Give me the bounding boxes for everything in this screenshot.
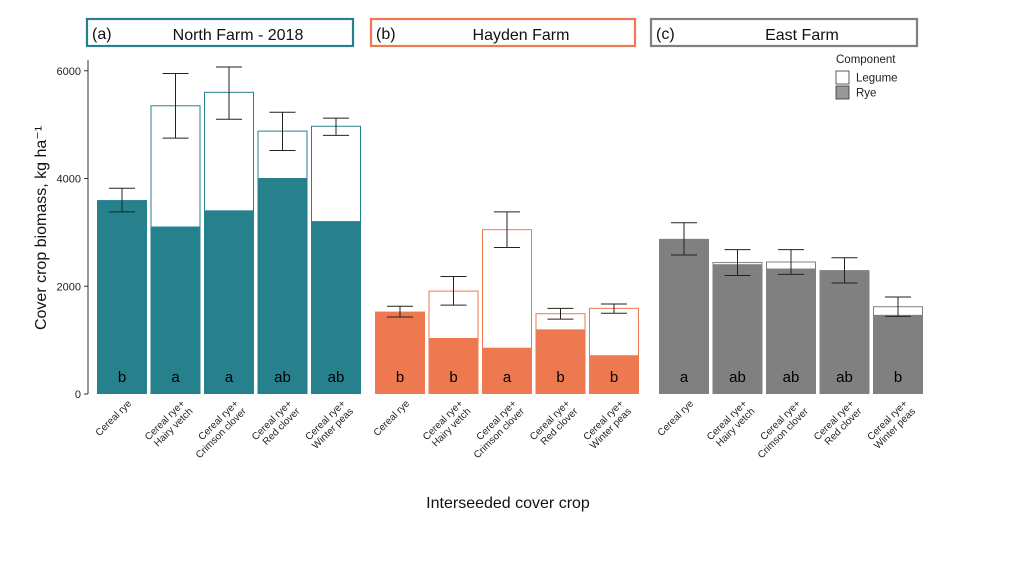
significance-letter: ab: [783, 369, 800, 386]
bar-groups: b a a ab ab b b a b b a ab ab ab b: [97, 66, 923, 394]
y-axis-title: Cover crop biomass, kg ha⁻¹: [33, 126, 50, 330]
category-label: Cereal rye+Hairy vetch: [143, 398, 195, 450]
bar-rye-segment: [819, 270, 870, 394]
legend: Component Legume Rye: [835, 54, 898, 100]
significance-letter: ab: [274, 369, 291, 386]
panel-tag: (a): [92, 26, 112, 43]
significance-letter: a: [171, 369, 180, 386]
legend-swatch-rye: [835, 85, 850, 100]
bar-rye-segment: [482, 348, 532, 394]
significance-letter: ab: [836, 369, 853, 386]
y-tick-label: 0: [75, 389, 81, 401]
bar-rye-segment: [659, 238, 709, 394]
bar-rye-segment: [873, 315, 923, 394]
bar-rye-segment: [428, 338, 479, 394]
panel-tag: (c): [656, 26, 675, 43]
bar-legume-segment: [311, 125, 361, 223]
panel-3-bars: a ab ab ab b: [659, 222, 923, 394]
panel-title: North Farm - 2018: [173, 27, 304, 44]
significance-letter: b: [894, 369, 902, 386]
category-label: Cereal rye: [94, 398, 135, 439]
significance-letter: ab: [729, 369, 746, 386]
bar-rye-segment: [204, 210, 254, 394]
legend-label: Rye: [856, 88, 876, 100]
category-label: Cereal rye: [656, 398, 697, 439]
panel-1-bars: b a a ab ab: [97, 66, 361, 394]
category-label: Cereal rye+Red clover: [812, 398, 865, 451]
category-label: Cereal rye+Hairy vetch: [421, 398, 473, 450]
significance-letter: b: [449, 369, 457, 386]
category-label-line: Cereal rye: [94, 398, 135, 439]
bar-rye-segment: [150, 227, 201, 394]
significance-letter: a: [225, 369, 234, 386]
category-label: Cereal rye+Hairy vetch: [705, 398, 757, 450]
legend-title: Component: [836, 54, 896, 66]
category-label: Cereal rye+Winter peas: [581, 398, 634, 451]
panel-header-box: [649, 17, 919, 48]
significance-letter: a: [680, 369, 689, 386]
legend-label: Legume: [856, 73, 898, 85]
category-label: Cereal rye+Crimson clover: [464, 398, 527, 461]
y-tick-label: 2000: [57, 281, 81, 293]
bar-legume-segment: [589, 307, 639, 357]
significance-letter: a: [503, 369, 512, 386]
panel-title: East Farm: [765, 27, 839, 44]
bar-rye-segment: [375, 311, 425, 394]
category-label: Cereal rye+Red clover: [528, 398, 581, 451]
significance-letter: b: [118, 369, 126, 386]
category-label-line: Cereal rye: [656, 398, 697, 439]
category-label: Cereal rye+Winter peas: [303, 398, 356, 451]
bar-legume-segment: [150, 105, 201, 228]
category-label: Cereal rye+Crimson clover: [748, 398, 811, 461]
significance-letter: ab: [328, 369, 345, 386]
significance-letter: b: [556, 369, 564, 386]
panel-header-box: [369, 17, 637, 48]
bar-rye-segment: [257, 178, 308, 394]
legend-swatch-legume: [835, 70, 850, 85]
bar-rye-segment: [535, 329, 586, 394]
bar-rye-segment: [712, 264, 763, 394]
category-labels: Cereal rye Cereal rye+Hairy vetch Cereal r…: [94, 398, 918, 461]
bar-rye-segment: [97, 200, 147, 394]
panel-title: Hayden Farm: [473, 27, 570, 44]
category-label: Cereal rye+Red clover: [250, 398, 303, 451]
panel-tag: (b): [376, 26, 396, 43]
category-label: Cereal rye+Winter peas: [865, 398, 918, 451]
x-axis-title: Interseeded cover crop: [426, 495, 590, 512]
panel-header-box: [85, 17, 355, 48]
significance-letter: b: [396, 369, 404, 386]
bar-rye-segment: [589, 355, 639, 394]
bar-rye-segment: [766, 269, 816, 394]
y-tick-label: 6000: [57, 66, 81, 78]
bar-rye-segment: [311, 221, 361, 394]
category-label: Cereal rye+Crimson clover: [186, 398, 249, 461]
significance-letter: b: [610, 369, 618, 386]
y-tick-label: 4000: [57, 174, 81, 186]
category-label: Cereal rye: [372, 398, 413, 439]
y-axis: Cover crop biomass, kg ha⁻¹ 0 2000 4000 600…: [33, 60, 89, 401]
category-label-line: Cereal rye: [372, 398, 413, 439]
bar-legume-segment: [482, 229, 532, 349]
panel-headers: (a) North Farm - 2018 (b) Hayden Farm (c) Eas…: [85, 17, 919, 48]
